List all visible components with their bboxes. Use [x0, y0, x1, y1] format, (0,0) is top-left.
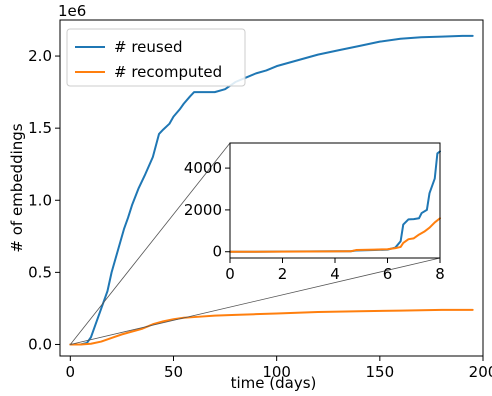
zoom-connector-bottom	[70, 257, 441, 345]
main-y-tick-label: 2.0	[28, 47, 52, 65]
inset-y-tick-label: 0	[212, 243, 222, 261]
inset-x-tick-label: 8	[435, 265, 445, 283]
main-x-tick-label: 0	[66, 363, 76, 381]
inset-zoom-connectors	[70, 142, 441, 345]
inset-plot: 0 2 4 6 8 0 2000 4000	[184, 142, 445, 283]
y-axis-offset-text: 1e6	[58, 2, 86, 20]
legend-entry-recomputed: # recomputed	[114, 63, 222, 81]
legend-box	[66, 28, 246, 87]
inset-plot-area	[230, 143, 440, 258]
main-x-tick-label: 150	[366, 363, 395, 381]
inset-series-recomputed-line	[229, 217, 441, 253]
legend-entry-reused: # reused	[114, 38, 182, 56]
x-axis-label: time (days)	[231, 374, 317, 392]
main-y-tick-label: 1.0	[28, 191, 52, 209]
main-series-reused-line	[69, 34, 474, 346]
main-y-tick-label: 0.5	[28, 263, 52, 281]
inset-x-tick-label: 2	[278, 265, 288, 283]
main-series-recomputed-line	[69, 308, 474, 346]
main-x-tick-label: 50	[164, 363, 183, 381]
inset-x-tick-label: 4	[330, 265, 340, 283]
legend: # reused # recomputed	[66, 28, 246, 87]
main-y-tick-label: 1.5	[28, 119, 52, 137]
zoom-connector-top	[70, 142, 231, 345]
y-axis-label: # of embeddings	[8, 123, 26, 252]
main-x-tick-label: 100	[262, 363, 291, 381]
inset-x-tick-label: 0	[225, 265, 235, 283]
inset-y-tick-label: 4000	[184, 159, 222, 177]
main-x-tick-label: 200	[469, 363, 492, 381]
inset-x-tick-label: 6	[383, 265, 393, 283]
main-y-tick-label: 0.0	[28, 335, 52, 353]
main-plot-frame	[59, 19, 484, 357]
inset-y-tick-label: 2000	[184, 201, 222, 219]
